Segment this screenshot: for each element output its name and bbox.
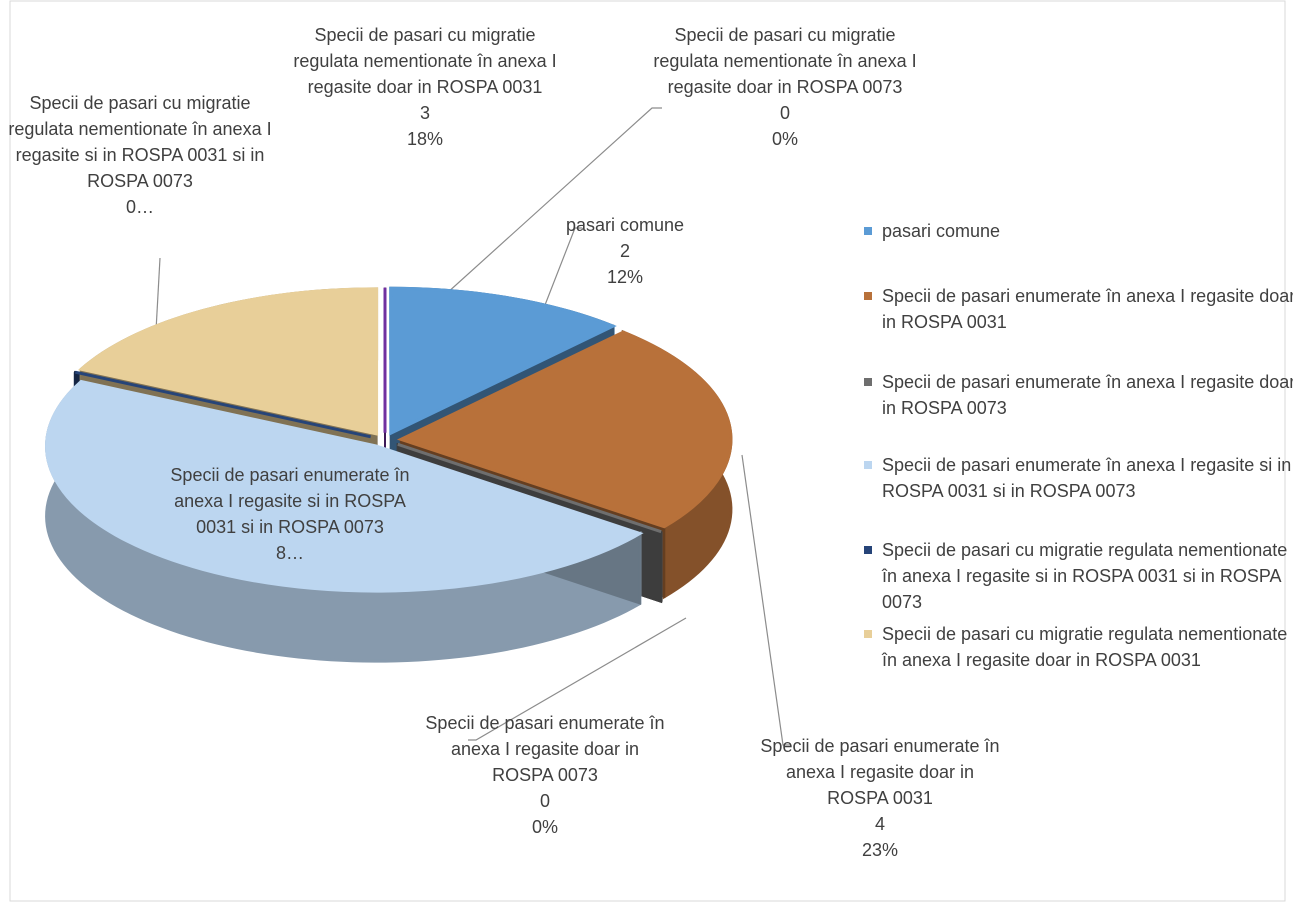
legend-swatch bbox=[864, 292, 872, 300]
data-label-value: 0 bbox=[779, 103, 790, 123]
data-label-value: 8… bbox=[275, 543, 304, 563]
leader-line bbox=[468, 617, 687, 741]
data-label-percent: 0% bbox=[531, 817, 558, 837]
leader-line bbox=[544, 227, 582, 306]
legend-swatch bbox=[864, 378, 872, 386]
legend-label: Specii de pasari enumerate în anexa I re… bbox=[882, 286, 1293, 332]
legend-item: Specii de pasari enumerate în anexa I re… bbox=[862, 283, 1293, 335]
legend-item: pasari comune bbox=[862, 218, 1293, 244]
legend-swatch bbox=[864, 461, 872, 469]
data-label-name: Specii de pasari enumerate în anexa I re… bbox=[170, 465, 410, 537]
legend-swatch bbox=[864, 227, 872, 235]
chart-frame bbox=[9, 0, 1286, 902]
data-label: Specii de pasari cu migratie regulata ne… bbox=[285, 22, 565, 152]
data-label-percent: 23% bbox=[861, 840, 899, 860]
data-label-percent: 18% bbox=[406, 129, 444, 149]
data-label-name: Specii de pasari cu migratie regulata ne… bbox=[653, 25, 917, 97]
legend-swatch bbox=[864, 630, 872, 638]
data-label: pasari comune 2 12% bbox=[525, 212, 725, 290]
legend-label: Specii de pasari enumerate în anexa I re… bbox=[882, 455, 1292, 501]
leader-line bbox=[741, 454, 790, 746]
data-label: Specii de pasari enumerate în anexa I re… bbox=[760, 733, 1000, 863]
data-label: Specii de pasari enumerate în anexa I re… bbox=[165, 462, 415, 566]
data-label-name: Specii de pasari enumerate în anexa I re… bbox=[425, 713, 665, 785]
data-label: Specii de pasari enumerate în anexa I re… bbox=[425, 710, 665, 840]
legend-label: Specii de pasari cu migratie regulata ne… bbox=[882, 624, 1288, 670]
data-label: Specii de pasari cu migratie regulata ne… bbox=[640, 22, 930, 152]
data-label-value: 2 bbox=[619, 241, 630, 261]
data-label-name: Specii de pasari cu migratie regulata ne… bbox=[293, 25, 557, 97]
data-label-name: Specii de pasari enumerate în anexa I re… bbox=[760, 736, 1000, 808]
slice bbox=[389, 286, 617, 436]
slice-tops bbox=[45, 286, 733, 593]
data-label-value: 0… bbox=[125, 197, 154, 217]
legend-item: Specii de pasari cu migratie regulata ne… bbox=[862, 537, 1293, 615]
data-label-percent: 12% bbox=[606, 267, 644, 287]
legend-item: Specii de pasari cu migratie regulata ne… bbox=[862, 621, 1293, 673]
legend-swatch bbox=[864, 546, 872, 554]
slice bbox=[77, 287, 379, 436]
data-label-value: 0 bbox=[539, 791, 550, 811]
legend-item: Specii de pasari enumerate în anexa I re… bbox=[862, 369, 1293, 421]
data-label-value: 3 bbox=[419, 103, 430, 123]
data-label-name: Specii de pasari cu migratie regulata ne… bbox=[8, 93, 272, 191]
leader-line bbox=[435, 107, 662, 304]
legend-label: Specii de pasari cu migratie regulata ne… bbox=[882, 540, 1288, 612]
legend-label: Specii de pasari enumerate în anexa I re… bbox=[882, 372, 1293, 418]
data-label: Specii de pasari cu migratie regulata ne… bbox=[5, 90, 275, 220]
data-label-percent: 0% bbox=[771, 129, 798, 149]
legend-item: Specii de pasari enumerate în anexa I re… bbox=[862, 452, 1293, 504]
legend-label: pasari comune bbox=[882, 221, 1001, 241]
data-label-name: pasari comune bbox=[565, 215, 685, 235]
slice bbox=[396, 330, 733, 529]
slice bbox=[45, 379, 644, 593]
slice bbox=[74, 370, 371, 439]
data-label-value: 4 bbox=[874, 814, 885, 834]
